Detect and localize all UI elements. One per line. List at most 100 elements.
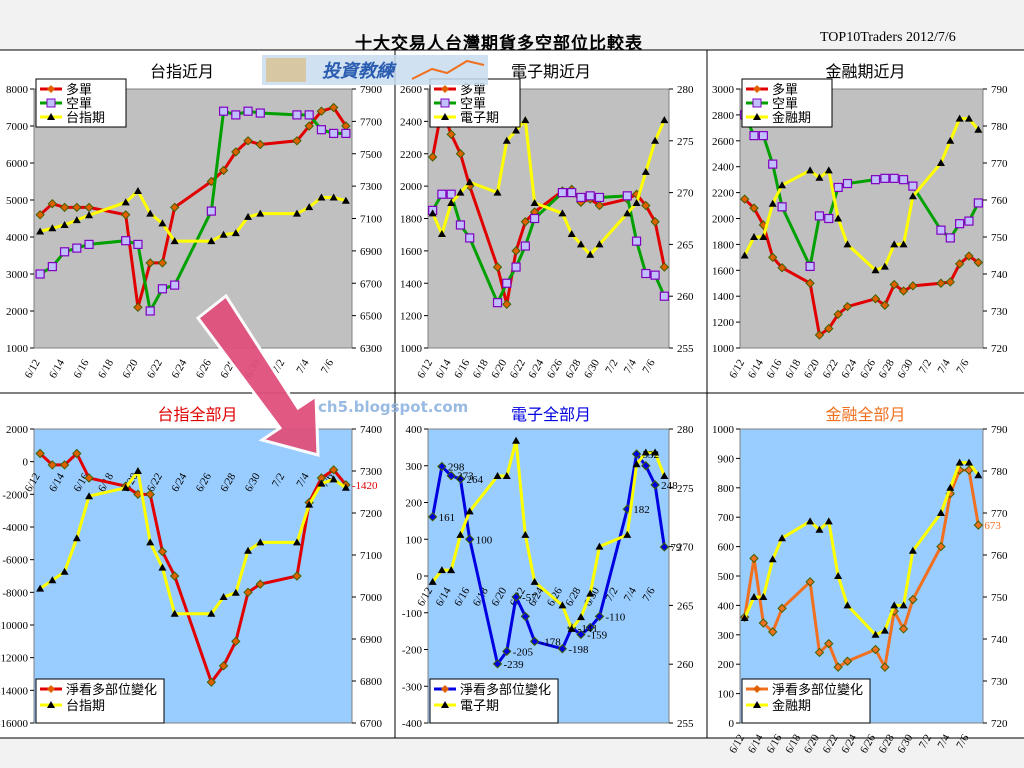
data-label: 79 <box>670 542 682 554</box>
ytick-label: 500 <box>718 571 735 583</box>
chart-title: 金融全部月 <box>825 405 905 424</box>
data-point <box>145 306 155 316</box>
data-point <box>511 246 521 256</box>
data-point <box>814 330 825 340</box>
data-point <box>594 192 605 203</box>
data-point <box>72 243 82 253</box>
data-point <box>158 563 167 571</box>
data-point <box>36 227 45 235</box>
data-point <box>964 465 974 475</box>
ytick2-label: 7700 <box>360 116 383 128</box>
data-point <box>255 108 265 118</box>
arrow-shape <box>195 293 320 457</box>
ytick-label: -400 <box>402 718 423 730</box>
ytick-label: 1200 <box>400 311 423 323</box>
legend-marker <box>753 113 761 120</box>
ytick-label: 1400 <box>400 278 423 290</box>
data-point <box>805 261 815 272</box>
data-point <box>908 594 918 605</box>
data-point <box>329 128 339 138</box>
ytick-label: 1000 <box>6 343 29 355</box>
ytick-label: 1400 <box>712 291 735 303</box>
data-point <box>758 618 769 628</box>
data-point <box>437 230 446 238</box>
ytick2-label: 6700 <box>360 278 383 290</box>
data-point <box>492 659 503 669</box>
data-point <box>586 250 595 258</box>
data-point <box>446 129 456 140</box>
chart-title: 台指近月 <box>150 62 214 81</box>
data-point <box>292 571 302 581</box>
data-point <box>834 214 843 222</box>
data-point <box>427 152 438 162</box>
legend-label: 淨看多部位變化 <box>460 682 551 698</box>
data-point <box>85 211 94 219</box>
data-point <box>231 110 241 120</box>
data-point <box>567 188 577 198</box>
ytick2-label: 280 <box>677 424 694 436</box>
data-point <box>659 262 670 272</box>
ytick2-label: 6900 <box>360 634 383 646</box>
page-subtitle: TOP10Traders 2012/7/6 <box>820 30 956 45</box>
legend-label: 電子期 <box>460 699 499 714</box>
data-point <box>806 517 815 525</box>
data-point <box>427 512 438 522</box>
data-point <box>292 209 301 217</box>
data-point <box>749 131 759 141</box>
data-point <box>455 474 466 484</box>
ytick-label: 2400 <box>400 116 423 128</box>
data-point <box>651 136 660 144</box>
ytick-label: -10000 <box>0 620 28 632</box>
data-point <box>945 233 955 243</box>
chart-2: 電子期近月 1000 1200 1400 1600 1800 2000 2200 2400 260… <box>400 62 694 380</box>
ytick2-label: 760 <box>991 195 1008 207</box>
legend-label: 金融期 <box>772 110 811 126</box>
data-point <box>936 541 946 552</box>
ytick-label: -12000 <box>0 653 28 665</box>
ytick-label: -4000 <box>2 522 28 534</box>
data-point <box>170 609 179 617</box>
data-point <box>777 202 787 212</box>
legend-marker <box>441 701 449 708</box>
chart-title: 台指全部月 <box>157 405 237 424</box>
legend-marker <box>47 701 55 708</box>
data-point <box>446 189 456 199</box>
data-point <box>945 277 955 287</box>
data-point <box>759 593 768 600</box>
data-point <box>585 622 595 633</box>
ytick2-label: 6300 <box>360 343 383 355</box>
data-point <box>641 448 650 456</box>
data-point <box>455 220 466 230</box>
data-point <box>121 198 130 206</box>
data-point <box>133 239 143 249</box>
data-point <box>898 175 909 185</box>
ytick-label: 2600 <box>400 84 423 96</box>
data-point <box>447 566 456 574</box>
data-point <box>60 220 69 228</box>
ytick-label: 100 <box>718 689 735 701</box>
data-point <box>437 461 447 472</box>
data-point <box>805 577 815 587</box>
data-point <box>502 136 511 144</box>
ytick-label: 2200 <box>400 149 423 161</box>
data-point <box>936 225 946 235</box>
legend-label: 台指期 <box>66 111 105 126</box>
ytick-label: 900 <box>718 453 735 465</box>
ytick2-label: 270 <box>677 188 694 200</box>
data-point <box>329 193 338 201</box>
data-point <box>520 217 531 227</box>
data-point <box>623 209 632 217</box>
data-point <box>834 572 843 579</box>
ytick2-label: 780 <box>991 121 1008 133</box>
data-point <box>316 125 327 135</box>
ytick-label: 1200 <box>712 317 735 329</box>
blog-watermark: ch5.blogspot.com <box>318 398 469 416</box>
data-label: 673 <box>984 520 1001 532</box>
data-point <box>622 191 632 201</box>
data-label: 161 <box>439 512 456 524</box>
ytick-label: 1000 <box>712 424 735 436</box>
data-point <box>47 198 58 209</box>
data-point <box>833 662 843 672</box>
data-point <box>843 601 852 609</box>
